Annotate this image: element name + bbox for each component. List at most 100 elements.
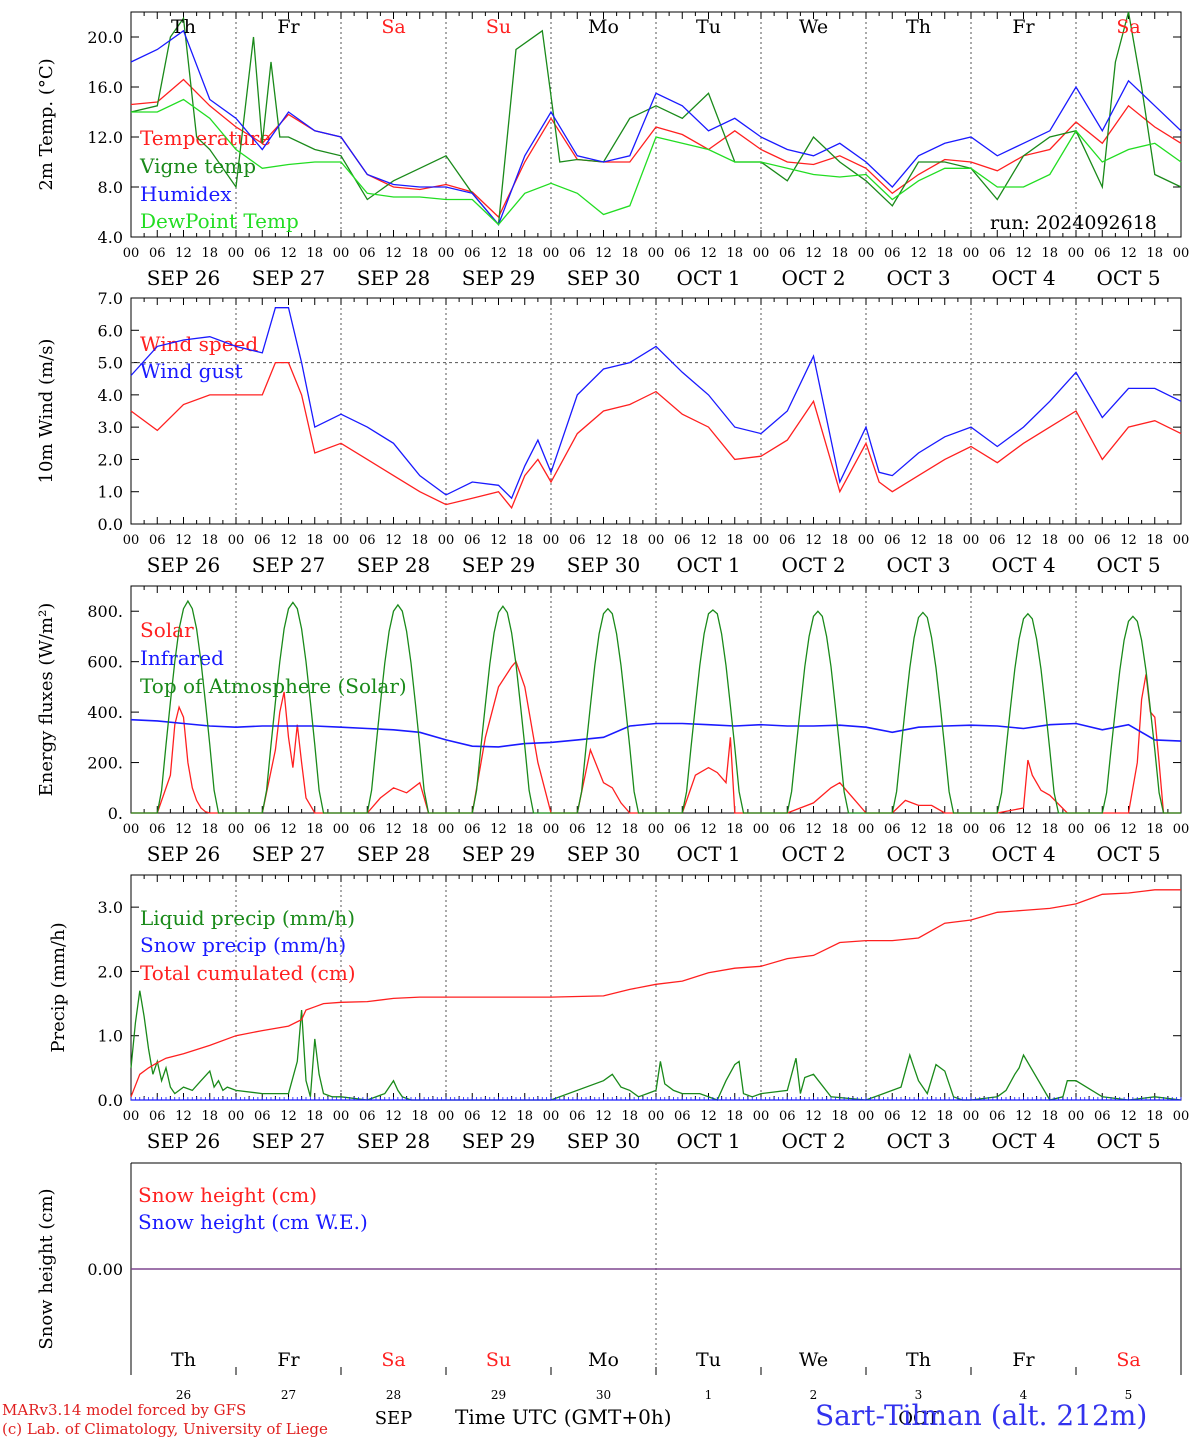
hour-label: 00 bbox=[1068, 1109, 1085, 1124]
day-label: OCT 4 bbox=[991, 553, 1055, 577]
hour-label: 18 bbox=[1146, 1109, 1163, 1124]
day-label: SEP 29 bbox=[462, 1129, 536, 1153]
day-number-label: 26 bbox=[176, 1388, 191, 1402]
hour-label: 00 bbox=[648, 822, 665, 837]
hour-label: 12 bbox=[700, 822, 717, 837]
y-tick-label: 0.0 bbox=[98, 1091, 123, 1110]
hour-label: 18 bbox=[306, 533, 323, 548]
hour-label: 00 bbox=[228, 822, 245, 837]
day-label: OCT 2 bbox=[781, 842, 845, 866]
hour-label: 18 bbox=[306, 822, 323, 837]
panel-precip: 0.0 1.0 2.0 3.0 Precip (mm/h) Liquid precip (… bbox=[48, 874, 1189, 1153]
location-label: Sart-Tilman (alt. 212m) bbox=[815, 1399, 1148, 1432]
hour-label: 12 bbox=[910, 822, 927, 837]
hour-label: 18 bbox=[1041, 822, 1058, 837]
hour-label: 18 bbox=[936, 822, 953, 837]
day-label: SEP 26 bbox=[147, 553, 221, 577]
day-label: OCT 1 bbox=[676, 266, 740, 290]
day-label: SEP 28 bbox=[357, 266, 431, 290]
day-label: SEP 27 bbox=[252, 553, 326, 577]
y-tick-label: 400. bbox=[87, 703, 123, 722]
hour-label: 06 bbox=[149, 822, 166, 837]
hour-label: 18 bbox=[1041, 1109, 1058, 1124]
hour-label: 00 bbox=[1173, 533, 1190, 548]
weekday-label: Mo bbox=[588, 1349, 619, 1371]
hour-label: 18 bbox=[936, 1109, 953, 1124]
hour-label: 00 bbox=[333, 246, 350, 261]
y-tick-label: 12.0 bbox=[87, 128, 123, 147]
weekday-label: Fr bbox=[1012, 1349, 1035, 1371]
hour-label: 06 bbox=[254, 1109, 271, 1124]
hour-label: 18 bbox=[516, 533, 533, 548]
weekday-label: Th bbox=[906, 16, 931, 38]
hour-label: 18 bbox=[621, 533, 638, 548]
hour-label: 06 bbox=[254, 246, 271, 261]
hour-label: 12 bbox=[175, 246, 192, 261]
hour-label: 06 bbox=[569, 1109, 586, 1124]
hour-label: 12 bbox=[490, 533, 507, 548]
legend-entry: Vigne temp bbox=[139, 154, 256, 178]
hour-label: 06 bbox=[149, 533, 166, 548]
weekday-label: Sa bbox=[1116, 16, 1140, 38]
hour-label: 06 bbox=[1094, 533, 1111, 548]
hour-label: 06 bbox=[464, 1109, 481, 1124]
hour-label: 06 bbox=[779, 246, 796, 261]
hour-label: 00 bbox=[1068, 533, 1085, 548]
day-label: SEP 29 bbox=[462, 842, 536, 866]
hour-label: 18 bbox=[516, 246, 533, 261]
hour-label: 18 bbox=[621, 822, 638, 837]
hour-label: 00 bbox=[438, 1109, 455, 1124]
y-tick-label: 2.0 bbox=[98, 450, 123, 469]
weekday-label: Su bbox=[486, 1349, 511, 1371]
y-tick-label: 6.0 bbox=[98, 321, 123, 340]
weekday-label: Fr bbox=[1012, 16, 1035, 38]
day-label: OCT 2 bbox=[781, 553, 845, 577]
hour-label: 00 bbox=[543, 246, 560, 261]
hour-label: 06 bbox=[779, 822, 796, 837]
day-number-label: 3 bbox=[915, 1388, 923, 1402]
hour-label: 18 bbox=[1041, 246, 1058, 261]
hour-label: 06 bbox=[464, 246, 481, 261]
weekday-label: Fr bbox=[277, 16, 300, 38]
hour-label: 12 bbox=[1015, 822, 1032, 837]
hour-label: 18 bbox=[726, 822, 743, 837]
hour-label: 06 bbox=[989, 1109, 1006, 1124]
series-line bbox=[130, 990, 1182, 1101]
day-label: SEP 29 bbox=[462, 553, 536, 577]
hour-label: 12 bbox=[1015, 246, 1032, 261]
hour-label: 00 bbox=[858, 533, 875, 548]
hour-label: 12 bbox=[385, 1109, 402, 1124]
day-label: OCT 1 bbox=[676, 842, 740, 866]
hour-label: 18 bbox=[516, 822, 533, 837]
hour-label: 18 bbox=[411, 822, 428, 837]
hour-label: 12 bbox=[490, 822, 507, 837]
day-number-label: 29 bbox=[491, 1388, 506, 1402]
y-tick-label: 8.0 bbox=[98, 178, 123, 197]
day-label: SEP 26 bbox=[147, 266, 221, 290]
day-label: SEP 30 bbox=[567, 842, 641, 866]
y-tick-label: 4.0 bbox=[98, 228, 123, 247]
hour-label: 00 bbox=[963, 822, 980, 837]
day-number-label: 27 bbox=[281, 1388, 296, 1402]
hour-label: 06 bbox=[884, 822, 901, 837]
hour-label: 18 bbox=[306, 246, 323, 261]
legend-entry: Total cumulated (cm) bbox=[140, 961, 356, 985]
hour-label: 06 bbox=[464, 822, 481, 837]
y-axis-label: Precip (mm/h) bbox=[48, 922, 69, 1052]
hour-label: 06 bbox=[989, 246, 1006, 261]
hour-label: 00 bbox=[123, 246, 140, 261]
hour-label: 00 bbox=[228, 533, 245, 548]
hour-label: 12 bbox=[1120, 246, 1137, 261]
y-tick-label: 3.0 bbox=[98, 418, 123, 437]
hour-label: 12 bbox=[385, 246, 402, 261]
hour-label: 18 bbox=[1146, 533, 1163, 548]
hour-label: 00 bbox=[123, 533, 140, 548]
legend-entry: Wind gust bbox=[140, 359, 243, 383]
hour-label: 18 bbox=[936, 533, 953, 548]
day-label: OCT 5 bbox=[1096, 266, 1160, 290]
weekday-label: Fr bbox=[277, 1349, 300, 1371]
hour-label: 00 bbox=[753, 246, 770, 261]
day-label: OCT 4 bbox=[991, 266, 1055, 290]
day-label: OCT 2 bbox=[781, 266, 845, 290]
y-tick-label: 2.0 bbox=[98, 962, 123, 981]
